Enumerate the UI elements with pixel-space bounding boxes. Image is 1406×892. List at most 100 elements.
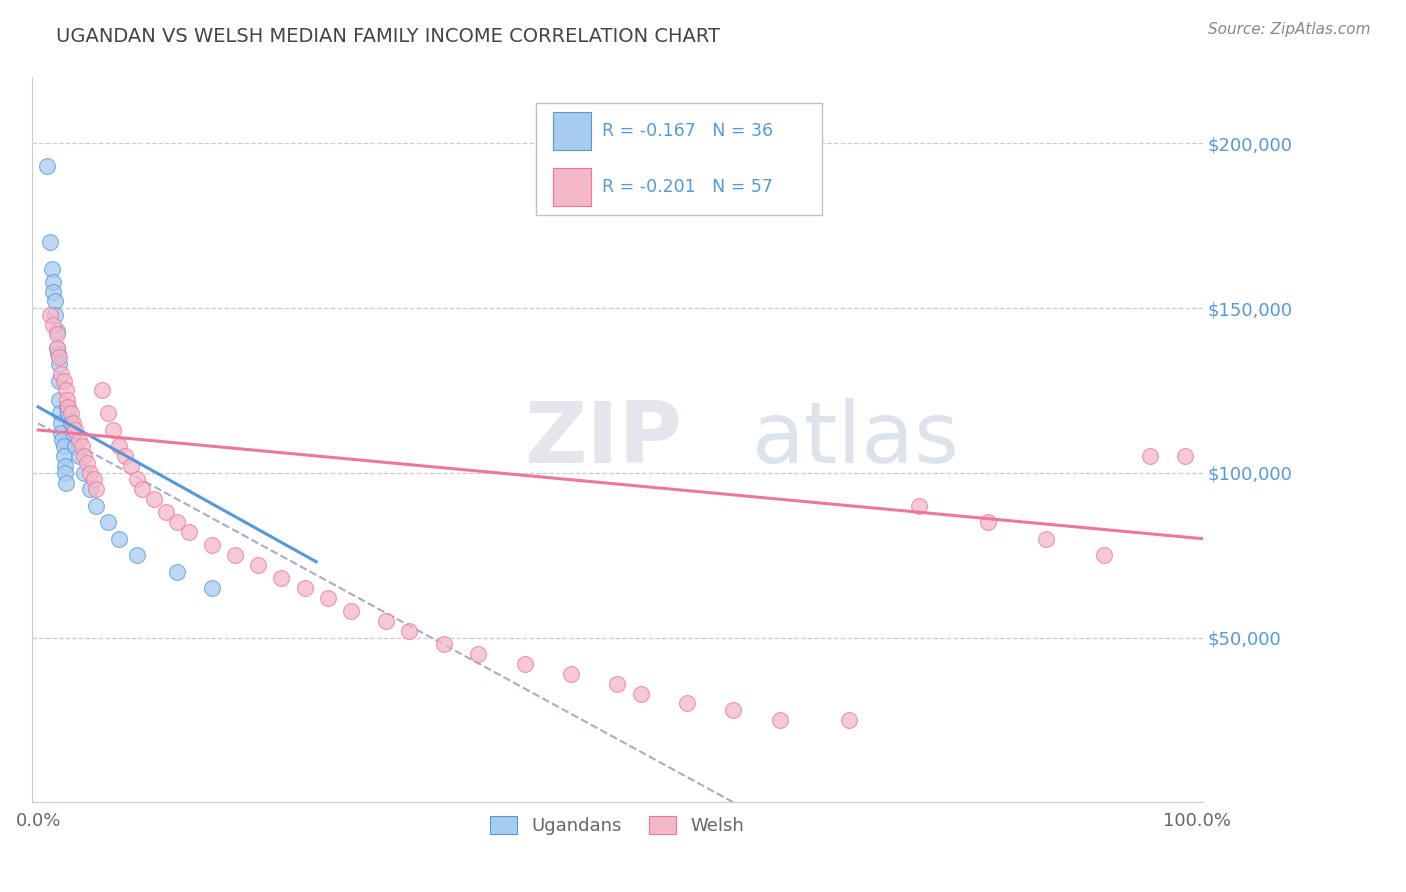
Point bbox=[97, 407, 120, 421]
Point bbox=[630, 687, 652, 701]
Point bbox=[247, 558, 270, 572]
Text: atlas: atlas bbox=[752, 399, 960, 482]
Point bbox=[166, 565, 188, 579]
Point bbox=[51, 426, 73, 441]
Point bbox=[97, 515, 120, 529]
Point bbox=[45, 341, 67, 355]
Point bbox=[59, 417, 82, 431]
Point bbox=[467, 647, 489, 661]
Point bbox=[838, 713, 860, 727]
Point bbox=[177, 525, 200, 540]
Point bbox=[48, 351, 70, 365]
Point bbox=[270, 571, 292, 585]
Point bbox=[108, 532, 131, 546]
Point bbox=[51, 417, 73, 431]
Point bbox=[676, 697, 699, 711]
Point bbox=[42, 318, 65, 332]
Point bbox=[52, 450, 75, 464]
Point bbox=[70, 439, 93, 453]
Point bbox=[125, 472, 148, 486]
FancyBboxPatch shape bbox=[553, 168, 591, 206]
Point bbox=[131, 483, 153, 497]
Point bbox=[53, 459, 76, 474]
Point bbox=[83, 472, 105, 486]
Point bbox=[907, 499, 929, 513]
Point bbox=[38, 308, 60, 322]
Point bbox=[201, 538, 224, 552]
FancyBboxPatch shape bbox=[553, 112, 591, 150]
Text: ZIP: ZIP bbox=[524, 399, 682, 482]
Point bbox=[433, 637, 456, 651]
Point bbox=[316, 591, 339, 605]
Point bbox=[62, 426, 84, 441]
Point bbox=[340, 604, 363, 618]
Point bbox=[45, 327, 67, 342]
Text: R = -0.167   N = 36: R = -0.167 N = 36 bbox=[602, 122, 773, 140]
Point bbox=[37, 160, 59, 174]
Point bbox=[294, 581, 316, 595]
Point bbox=[114, 450, 136, 464]
Point bbox=[166, 515, 188, 529]
Point bbox=[58, 400, 80, 414]
Point bbox=[38, 235, 60, 249]
Point bbox=[58, 407, 80, 421]
Point bbox=[723, 703, 745, 717]
Point bbox=[224, 548, 246, 562]
Point bbox=[606, 676, 628, 690]
Point bbox=[76, 456, 98, 470]
Point bbox=[55, 475, 77, 490]
Point bbox=[48, 374, 70, 388]
Point bbox=[52, 439, 75, 453]
Point bbox=[143, 492, 166, 507]
Point bbox=[67, 433, 90, 447]
Point bbox=[42, 285, 65, 299]
Point bbox=[46, 347, 69, 361]
Point bbox=[59, 407, 82, 421]
Point bbox=[103, 423, 125, 437]
Point bbox=[42, 275, 65, 289]
Point bbox=[41, 261, 63, 276]
Point bbox=[45, 341, 67, 355]
Point bbox=[53, 466, 76, 480]
Point bbox=[44, 294, 66, 309]
Point bbox=[51, 367, 73, 381]
Point bbox=[63, 423, 86, 437]
Point bbox=[62, 417, 84, 431]
Point bbox=[56, 393, 79, 408]
Point bbox=[45, 324, 67, 338]
Point bbox=[201, 581, 224, 595]
Point bbox=[120, 459, 142, 474]
Point bbox=[63, 439, 86, 453]
Point bbox=[1174, 450, 1197, 464]
Point bbox=[90, 384, 112, 398]
Point bbox=[155, 505, 177, 519]
Text: Source: ZipAtlas.com: Source: ZipAtlas.com bbox=[1208, 22, 1371, 37]
Point bbox=[1092, 548, 1115, 562]
Point bbox=[49, 407, 72, 421]
Point bbox=[1035, 532, 1057, 546]
Point bbox=[374, 614, 396, 628]
Point bbox=[79, 483, 101, 497]
Point bbox=[560, 666, 582, 681]
Point bbox=[52, 374, 75, 388]
Point bbox=[73, 450, 96, 464]
Text: R = -0.201   N = 57: R = -0.201 N = 57 bbox=[602, 178, 773, 196]
Point bbox=[1139, 450, 1161, 464]
Text: UGANDAN VS WELSH MEDIAN FAMILY INCOME CORRELATION CHART: UGANDAN VS WELSH MEDIAN FAMILY INCOME CO… bbox=[56, 27, 720, 45]
Point bbox=[55, 384, 77, 398]
Point bbox=[44, 308, 66, 322]
Point bbox=[769, 713, 792, 727]
Point bbox=[398, 624, 420, 638]
Point bbox=[48, 357, 70, 371]
Point bbox=[48, 393, 70, 408]
Point bbox=[977, 515, 1000, 529]
Legend: Ugandans, Welsh: Ugandans, Welsh bbox=[481, 806, 754, 844]
Point bbox=[51, 433, 73, 447]
Point bbox=[67, 450, 90, 464]
FancyBboxPatch shape bbox=[536, 103, 823, 215]
Point bbox=[79, 466, 101, 480]
Point bbox=[56, 400, 79, 414]
Point bbox=[108, 439, 131, 453]
Point bbox=[513, 657, 536, 671]
Point bbox=[73, 466, 96, 480]
